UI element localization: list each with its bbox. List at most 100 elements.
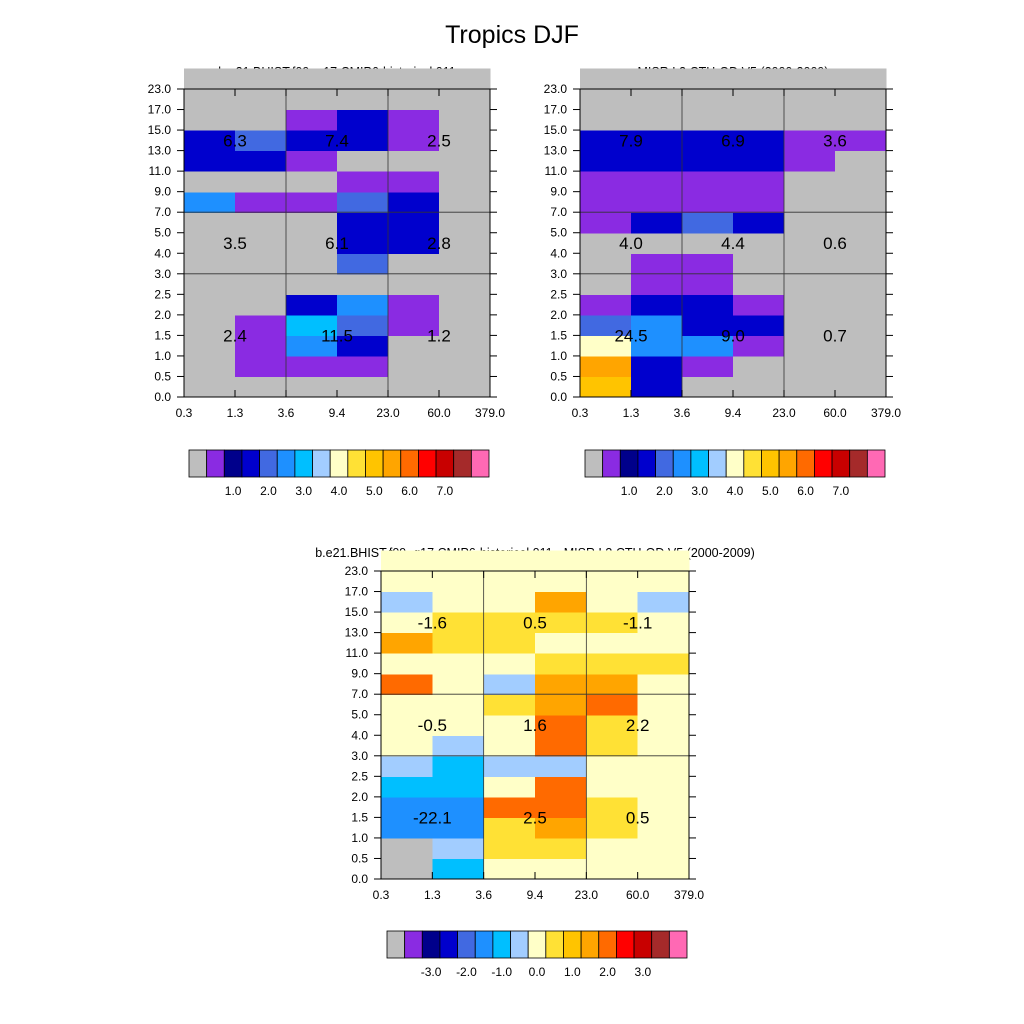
heatmap-cell [637,653,690,675]
heatmap-cell [483,612,536,634]
colorbar-swatch [474,930,494,959]
heatmap-cell [286,68,338,90]
y-tick-label: 5.0 [154,226,171,240]
heatmap-cell [835,171,887,193]
x-tick-label: 60.0 [823,406,847,420]
colorbar-label: 2.0 [260,484,277,498]
heatmap-cell [637,858,690,880]
heatmap-cell [535,735,587,757]
heatmap-cell [586,550,639,572]
heatmap-cell [286,273,338,295]
heatmap-cell [733,130,785,152]
colorbar-swatch [400,449,419,478]
heatmap-cell [432,817,485,839]
heatmap-cell [682,212,734,234]
heatmap-cell [483,755,536,777]
heatmap-cell [235,89,287,111]
heatmap-cell [682,68,734,90]
heatmap-cell [535,694,587,716]
heatmap-cell [483,653,536,675]
y-tick-label: 9.0 [154,185,171,199]
heatmap-cell [381,591,433,613]
colorbar-swatch [545,930,564,959]
heatmap-cell [733,109,785,131]
heatmap-cell [337,150,389,172]
heatmap-cell [381,735,433,757]
heatmap-cell [184,253,236,275]
heatmap-cell [784,212,836,234]
heatmap-cell [733,68,785,90]
heatmap-cell [388,273,440,295]
colorbar-swatch [708,449,727,478]
heatmap-cell [631,150,683,172]
heatmap-cell [235,191,287,213]
group-value-label: 3.5 [223,234,247,253]
y-tick-label: 15.0 [544,123,568,137]
colorbar-swatch [725,449,745,478]
heatmap-cell [388,212,440,234]
colorbar-swatch [584,449,604,478]
colorbar-label: -1.0 [491,965,512,979]
heatmap-cell [381,571,433,593]
heatmap-cell [733,355,785,378]
heatmap-cell [784,376,836,398]
heatmap-cell [184,232,236,254]
y-tick-label: 7.0 [154,205,171,219]
heatmap-cell [631,68,683,90]
heatmap-cell [784,171,836,193]
colorbar-swatch [453,449,472,478]
heatmap-cell [580,109,632,131]
heatmap-cell [835,89,887,111]
heatmap-cell [286,253,338,275]
heatmap-cell [432,550,485,572]
colorbar-label: -3.0 [421,965,442,979]
heatmap-cell [637,837,690,860]
heatmap-cell [682,335,734,357]
heatmap-cell [637,632,690,654]
colorbar-swatch [421,930,441,959]
heatmap-cell [682,376,734,398]
heatmap-cell [835,314,887,336]
group-value-label: 0.5 [626,808,650,827]
colorbar-label: 7.0 [437,484,454,498]
colorbar-swatch [365,449,384,478]
heatmap-cell [184,314,236,336]
heatmap-cell [631,109,683,131]
heatmap-cell [784,191,836,213]
colorbar-swatch [276,449,296,478]
heatmap-cell [535,550,587,572]
heatmap-cell [381,550,433,572]
y-tick-label: 11.0 [149,164,172,178]
x-tick-label: 23.0 [772,406,796,420]
heatmap-cell [432,837,485,860]
heatmap-cell [733,89,785,111]
heatmap-cell [388,232,440,254]
x-tick-label: 1.3 [623,406,640,420]
y-tick-label: 4.0 [351,728,368,742]
heatmap-cell [381,817,433,839]
heatmap-cell [784,89,836,111]
x-tick-label: 9.4 [725,406,742,420]
heatmap-cell [432,858,485,880]
heatmap-cell [637,796,690,818]
y-tick-label: 15.0 [148,123,172,137]
y-tick-label: 3.0 [154,267,171,281]
heatmap-cell [682,273,734,295]
heatmap-cell [637,694,690,716]
heatmap-cell [235,68,287,90]
colorbar-swatch [831,449,851,478]
heatmap-cell [432,796,485,818]
heatmap-cell [381,694,433,716]
colorbar-swatch [259,449,278,478]
heatmap-cell [483,796,536,818]
heatmap-cell [586,755,639,777]
heatmap-cell [337,355,389,378]
heatmap-cell [184,294,236,316]
heatmap-cell [733,253,785,275]
x-tick-label: 60.0 [427,406,451,420]
heatmap-cell [432,755,485,777]
heatmap-cell [483,632,536,654]
x-tick-label: 1.3 [227,406,244,420]
heatmap-cell [337,273,389,295]
y-tick-label: 23.0 [544,82,568,96]
